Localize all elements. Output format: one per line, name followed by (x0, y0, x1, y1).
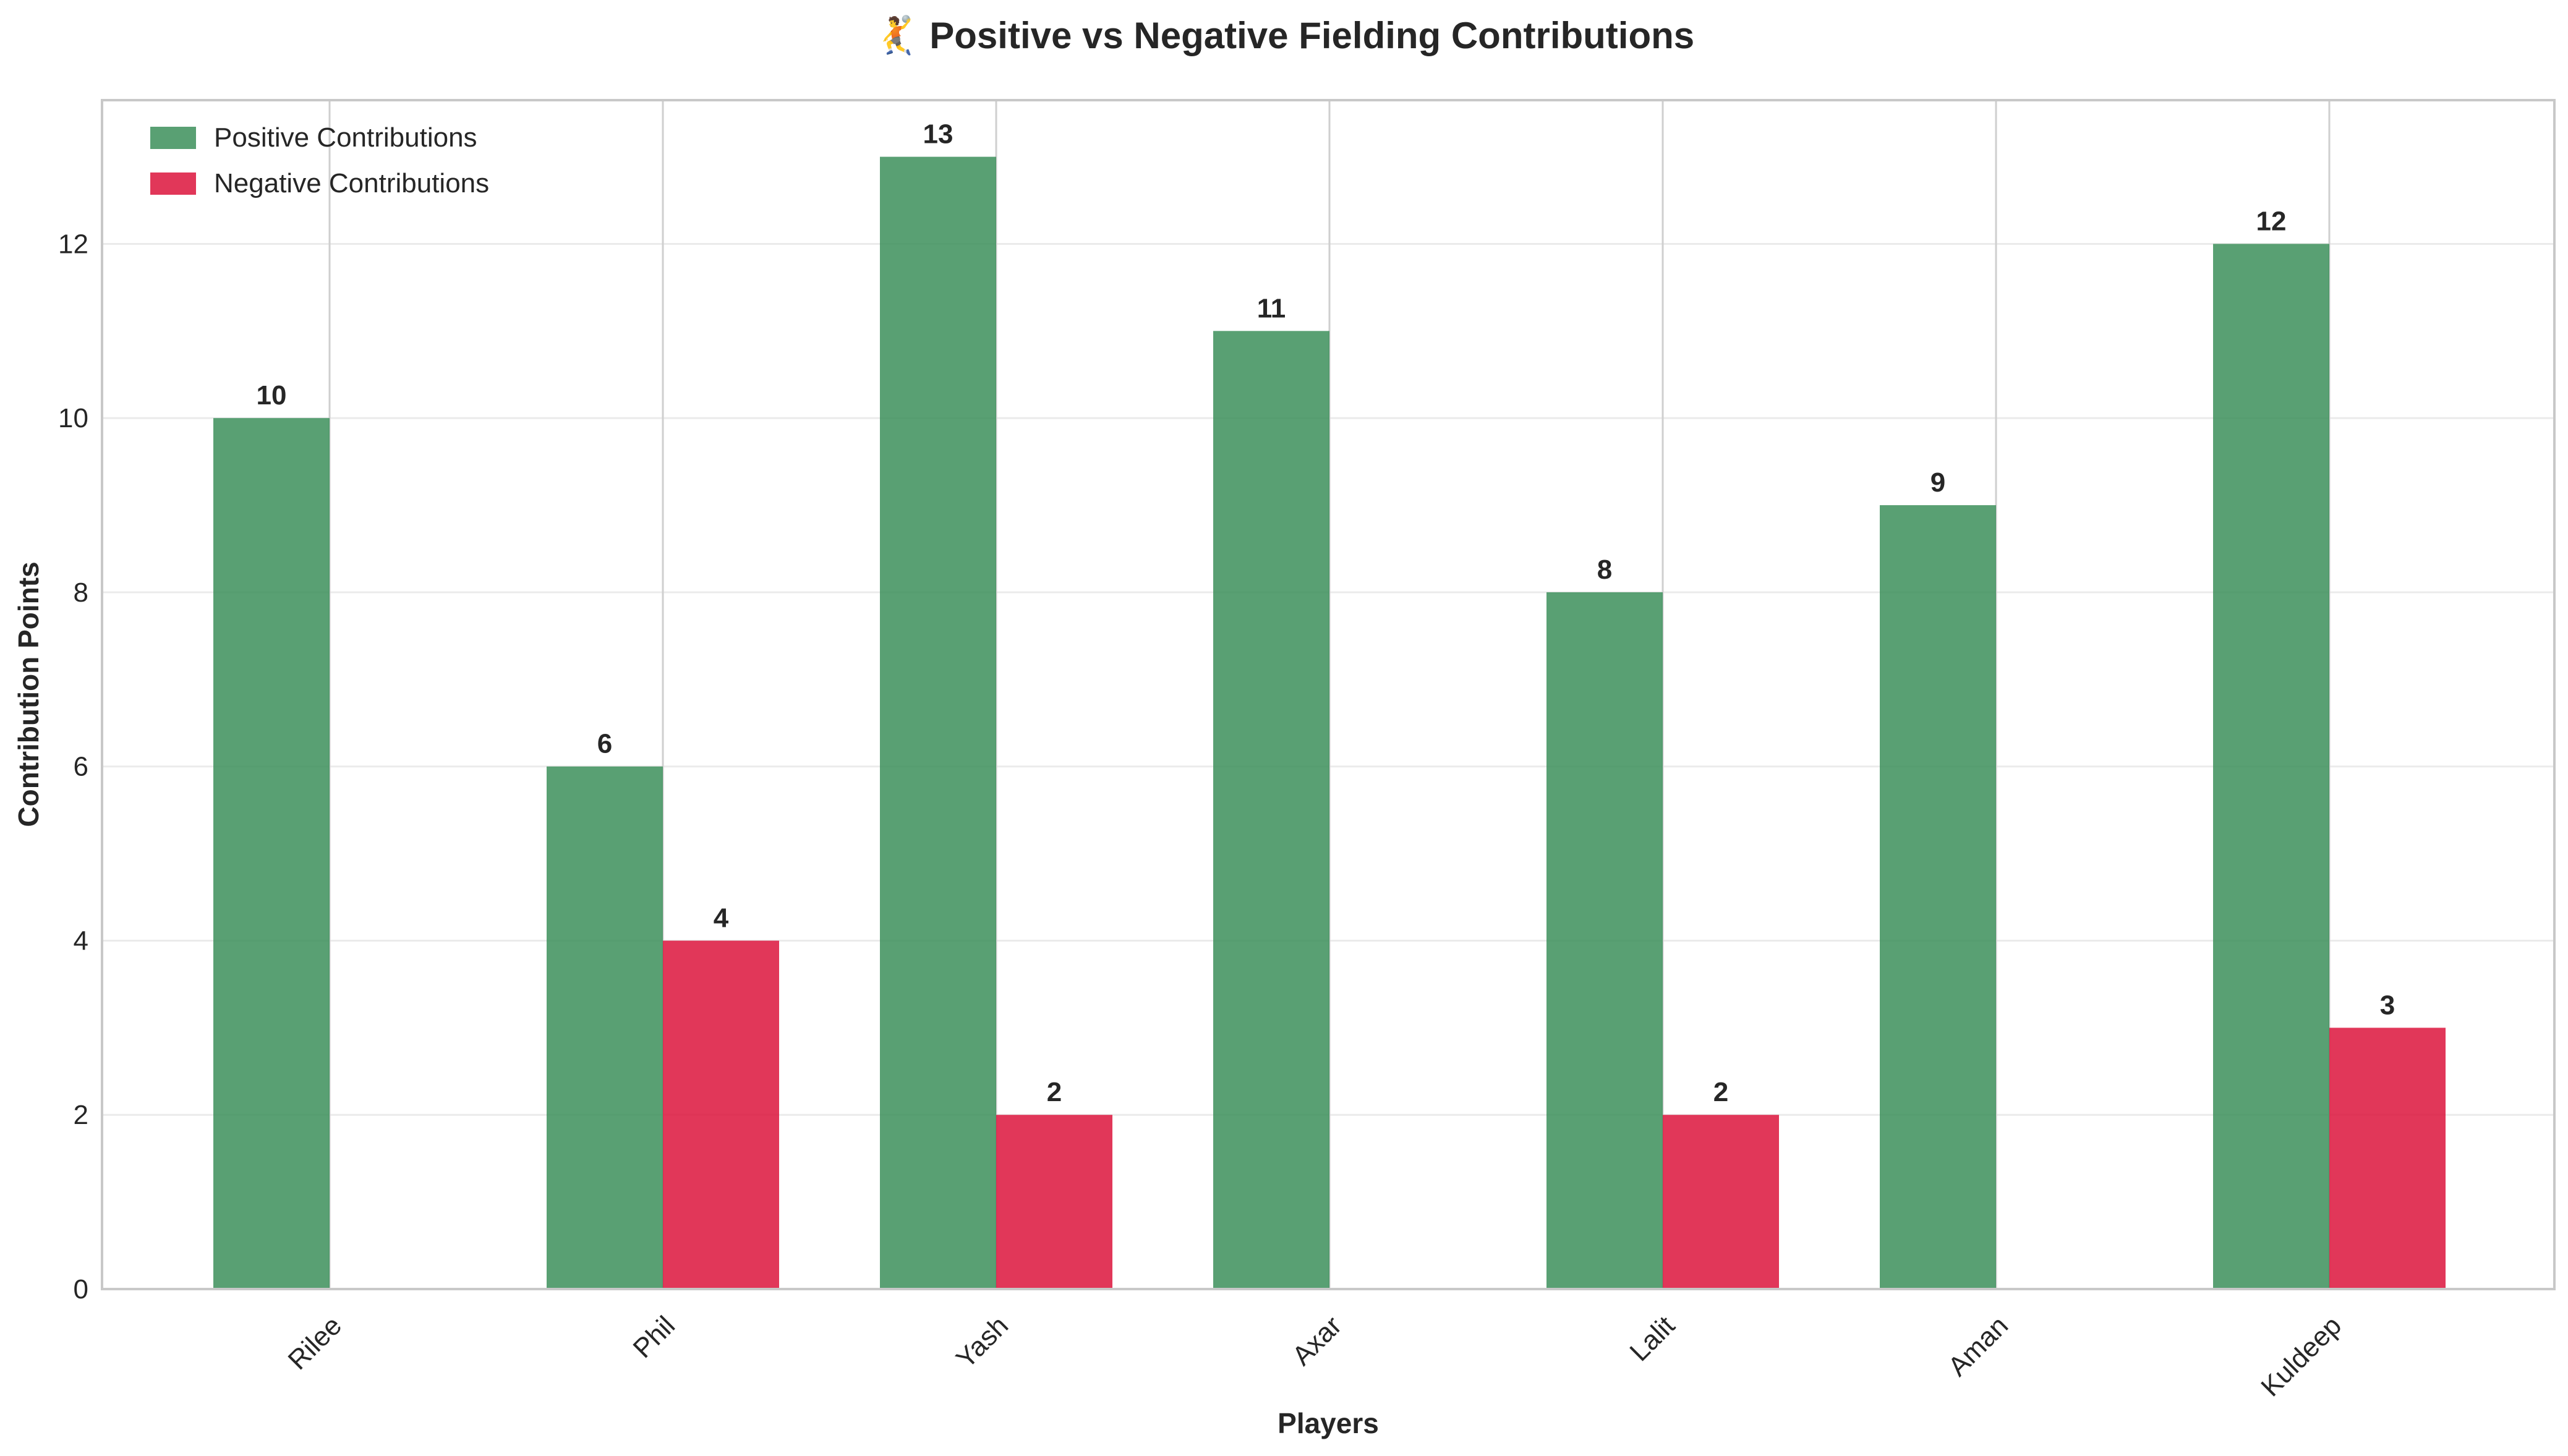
data-label: 12 (2256, 206, 2287, 236)
positive-bar-axar (1213, 331, 1329, 1290)
y-axis-label: Contribution Points (12, 561, 45, 827)
data-label: 2 (1047, 1077, 1062, 1107)
legend-swatch (150, 172, 196, 195)
negative-bar-lalit (1663, 1115, 1779, 1289)
legend: Positive Contributions Negative Contribut… (150, 122, 489, 198)
legend-label: Positive Contributions (214, 122, 477, 153)
data-label: 9 (1930, 467, 1945, 498)
data-label: 2 (1713, 1077, 1728, 1107)
y-tick-label: 12 (58, 229, 88, 259)
chart-title: 🤾 Positive vs Negative Fielding Contribu… (873, 14, 1694, 57)
positive-bar-yash (880, 156, 996, 1290)
data-label: 13 (923, 119, 953, 150)
y-tick-label: 8 (74, 577, 88, 608)
data-label: 11 (1257, 293, 1286, 323)
y-tick-label: 4 (74, 926, 88, 956)
positive-bar-aman (1880, 505, 1996, 1289)
data-label: 3 (2380, 990, 2395, 1020)
negative-bar-kuldeep (2329, 1028, 2446, 1289)
positive-bar-rilee (213, 418, 330, 1290)
y-tick-label: 0 (74, 1274, 88, 1305)
data-label: 4 (714, 903, 729, 933)
y-tick-label: 6 (74, 752, 88, 782)
legend-label: Negative Contributions (214, 168, 489, 198)
negative-bar-yash (996, 1115, 1112, 1289)
legend-swatch (150, 127, 196, 149)
positive-bar-phil (547, 766, 663, 1289)
positive-bar-lalit (1546, 592, 1663, 1289)
negative-bar-phil (663, 940, 779, 1289)
y-axis-ticks: 0 2 4 6 8 10 12 (58, 229, 88, 1305)
x-axis-label: Players (1278, 1407, 1379, 1439)
bars (213, 156, 2446, 1290)
y-tick-label: 2 (74, 1100, 88, 1130)
data-label: 10 (257, 380, 287, 411)
y-tick-label: 10 (58, 403, 88, 433)
positive-bar-kuldeep (2213, 244, 2329, 1289)
plot-frame (101, 99, 2556, 1290)
data-labels: 10 6 13 11 8 9 12 4 2 2 3 (257, 119, 2395, 1108)
data-label: 8 (1597, 555, 1612, 585)
data-label: 6 (597, 729, 612, 759)
